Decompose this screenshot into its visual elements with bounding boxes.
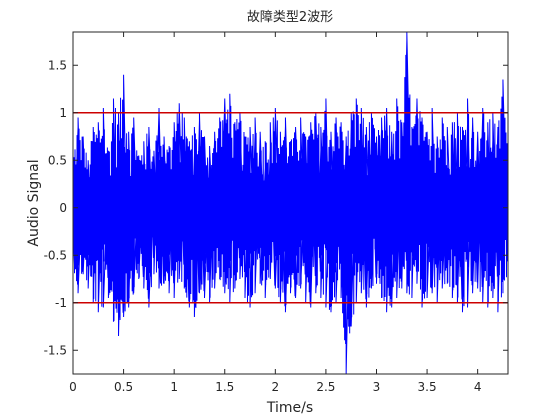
y-axis-label: Audio Signal [26,159,42,246]
y-axis: -1.5 -1 -0.5 0 0.5 1 1.5 [44,58,508,357]
x-tick-label: 3 [373,380,381,394]
y-tick-label: 0.5 [48,153,67,167]
x-tick-label: 0.5 [114,380,133,394]
axes-frame [72,31,509,375]
x-tick-label: 1 [170,380,178,394]
x-tick-label: 4 [474,380,482,394]
signal-series-line [73,32,508,374]
y-tick-label: 0 [59,201,67,215]
y-tick-label: 1 [59,106,67,120]
x-tick-label: 0 [69,380,77,394]
chart-title: 故障类型2波形 [247,10,333,25]
y-tick-label: -1 [55,296,67,310]
x-axis-label: Time/s [266,400,313,416]
plot-area [72,31,509,375]
x-tick-label: 1.5 [215,380,234,394]
signal-layer [73,32,508,374]
x-axis: 0 0.5 1 1.5 2 2.5 3 3.5 4 [69,32,481,394]
x-tick-label: 2.5 [316,380,335,394]
y-tick-label: -0.5 [44,248,67,262]
x-tick-label: 2 [272,380,280,394]
y-tick-label: -1.5 [44,343,67,357]
y-tick-label: 1.5 [48,58,67,72]
threshold-lines [73,112,508,304]
x-tick-label: 3.5 [418,380,437,394]
